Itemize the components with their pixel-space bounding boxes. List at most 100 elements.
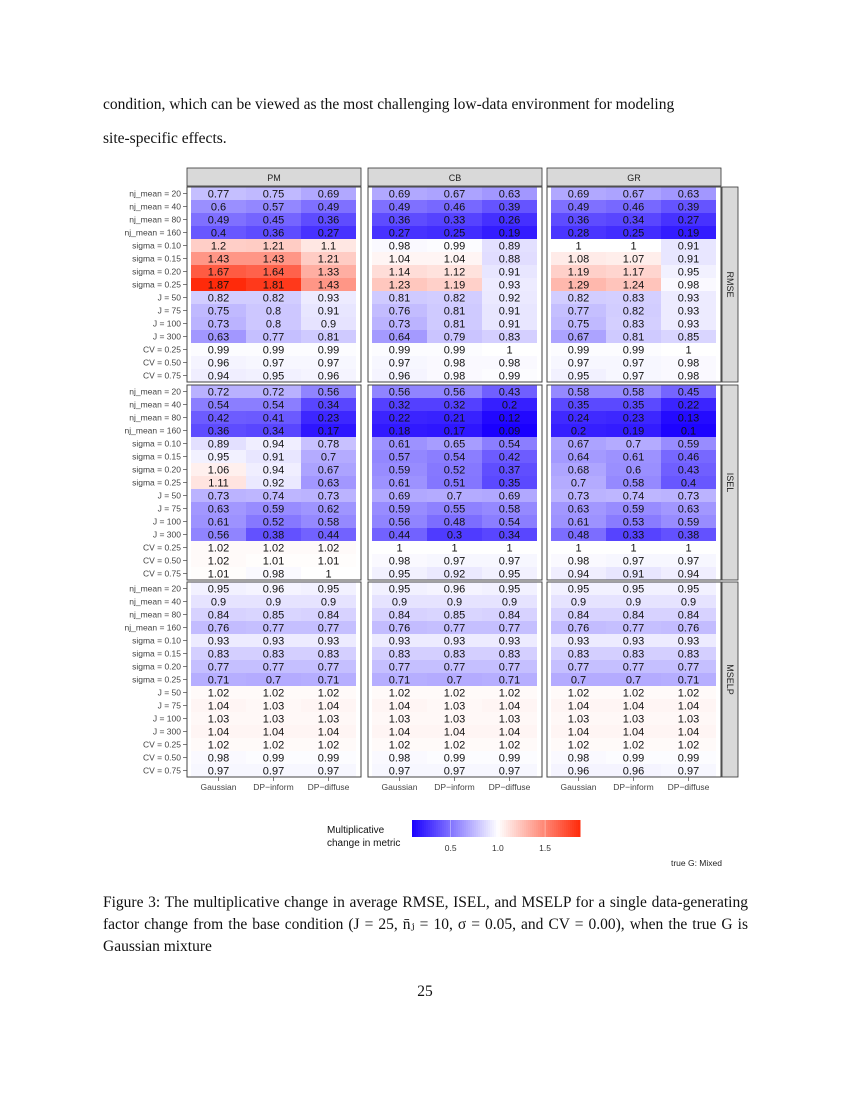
- legend-colorbar-segment: [456, 820, 459, 837]
- cell-value-label: 0.6: [626, 465, 641, 477]
- cell-value-label: 1.2: [211, 241, 226, 253]
- heatmap-cell: [606, 621, 661, 634]
- cell-value-label: 0.98: [263, 569, 284, 581]
- heatmap-cell: [606, 356, 661, 369]
- cell-value-label: 0.94: [263, 439, 284, 451]
- legend-colorbar-segment: [552, 820, 555, 837]
- heatmap-cell: [606, 317, 661, 330]
- heatmap-cell: [191, 187, 246, 200]
- heatmap-cell: [301, 187, 356, 200]
- heatmap-cell: [606, 437, 661, 450]
- heatmap-cell: [301, 660, 356, 673]
- heatmap-cell: [661, 239, 716, 252]
- cell-value-label: 0.93: [678, 306, 699, 318]
- cell-value-label: 1.19: [568, 267, 589, 279]
- cell-value-label: 0.95: [263, 371, 284, 383]
- cell-value-label: 0.34: [623, 215, 644, 227]
- heatmap-cell: [661, 304, 716, 317]
- legend-colorbar-segment: [546, 820, 549, 837]
- heatmap-cell: [427, 343, 482, 356]
- legend-tick-label: 1.5: [539, 843, 551, 853]
- cell-value-label: 0.85: [263, 610, 284, 622]
- cell-value-label: 1.03: [318, 714, 339, 726]
- cell-value-label: 0.95: [499, 569, 520, 581]
- y-tick-label: J = 300: [153, 727, 181, 737]
- heatmap-cell: [606, 673, 661, 686]
- y-tick-label: nj_mean = 80: [129, 215, 181, 225]
- cell-value-label: 1.19: [444, 280, 465, 292]
- cell-value-label: 0.91: [678, 241, 699, 253]
- cell-value-label: 1.03: [208, 714, 229, 726]
- heatmap-cell: [301, 343, 356, 356]
- heatmap-cell: [482, 200, 537, 213]
- y-tick-label: nj_mean = 20: [129, 387, 181, 397]
- facet-strip-mselp: [721, 581, 739, 778]
- heatmap-cell: [427, 385, 482, 398]
- legend-colorbar-segment: [558, 820, 561, 837]
- heatmap-cell: [551, 239, 606, 252]
- legend-colorbar-segment: [460, 820, 463, 837]
- cell-value-label: 0.56: [389, 517, 410, 529]
- heatmap-cell: [661, 660, 716, 673]
- cell-value-label: 0.99: [499, 753, 520, 765]
- y-tick-label: CV = 0.25: [143, 740, 181, 750]
- cell-value-label: 0.7: [626, 439, 641, 451]
- heatmap-cell: [427, 634, 482, 647]
- cell-value-label: 0.7: [571, 675, 586, 687]
- cell-value-label: 0.93: [678, 636, 699, 648]
- cell-value-label: 0.96: [568, 766, 589, 778]
- cell-value-label: 1.02: [678, 688, 699, 700]
- cell-value-label: 1.04: [208, 701, 229, 713]
- cell-value-label: 0.2: [571, 426, 586, 438]
- heatmap-cell: [372, 660, 427, 673]
- legend-colorbar-segment: [520, 820, 523, 837]
- cell-value-label: 0.67: [444, 189, 465, 201]
- cell-value-label: 0.7: [571, 478, 586, 490]
- y-tick-label: J = 75: [158, 701, 182, 711]
- heatmap-cell: [301, 398, 356, 411]
- cell-value-label: 0.93: [444, 636, 465, 648]
- cell-value-label: 0.93: [499, 636, 520, 648]
- heatmap-cell: [427, 450, 482, 463]
- x-tick-label: DP−inform: [613, 782, 653, 792]
- cell-value-label: 0.98: [678, 358, 699, 370]
- heatmap-cell: [246, 369, 301, 382]
- heatmap-cell: [427, 239, 482, 252]
- cell-value-label: 0.1: [681, 426, 696, 438]
- heatmap-cell: [191, 502, 246, 515]
- cell-value-label: 0.57: [389, 452, 410, 464]
- cell-value-label: 1.02: [263, 688, 284, 700]
- heatmap-cell: [661, 369, 716, 382]
- heatmap-cell: [246, 200, 301, 213]
- panel-border: [186, 186, 362, 383]
- heatmap-cell: [661, 502, 716, 515]
- heatmap-cell: [482, 686, 537, 699]
- legend-colorbar-segment: [536, 820, 539, 837]
- cell-value-label: 0.99: [318, 753, 339, 765]
- legend-colorbar-segment: [474, 820, 477, 837]
- cell-value-label: 0.8: [266, 319, 281, 331]
- legend-colorbar-segment: [432, 820, 435, 837]
- cell-value-label: 0.98: [208, 753, 229, 765]
- cell-value-label: 0.35: [623, 400, 644, 412]
- cell-value-label: 0.95: [568, 371, 589, 383]
- heatmap-cell: [191, 265, 246, 278]
- legend-colorbar-segment: [500, 820, 503, 837]
- heatmap-cell: [482, 699, 537, 712]
- heatmap-cell: [372, 252, 427, 265]
- heatmap-cell: [301, 226, 356, 239]
- heatmap-cell: [246, 343, 301, 356]
- cell-value-label: 0.93: [623, 636, 644, 648]
- cell-value-label: 1.12: [444, 267, 465, 279]
- heatmap-cell: [482, 647, 537, 660]
- heatmap-cell: [551, 343, 606, 356]
- heatmap-cell: [372, 304, 427, 317]
- heatmap-cell: [482, 463, 537, 476]
- cell-value-label: 0.91: [263, 452, 284, 464]
- cell-value-label: 0.35: [568, 400, 589, 412]
- cell-value-label: 0.97: [623, 371, 644, 383]
- cell-value-label: 0.63: [678, 504, 699, 516]
- heatmap-cell: [372, 515, 427, 528]
- heatmap-cell: [661, 213, 716, 226]
- heatmap-cell: [191, 751, 246, 764]
